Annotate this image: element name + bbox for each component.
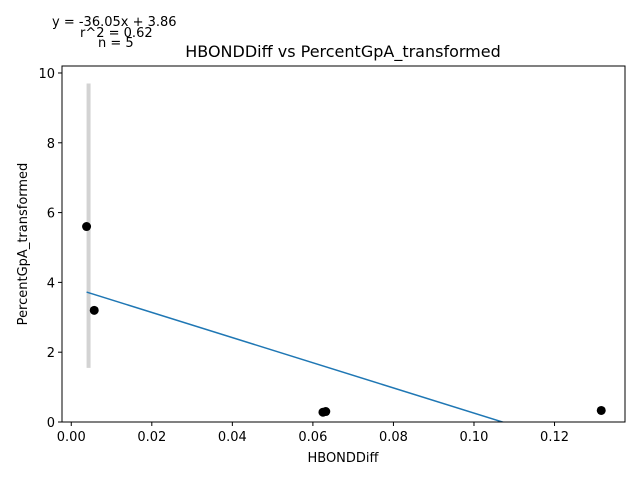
x-tick-label: 0.06	[298, 430, 327, 445]
plot-area	[82, 83, 606, 422]
x-tick-label: 0.10	[460, 430, 489, 445]
x-tick-label: 0.04	[218, 430, 247, 445]
y-tick-label: 10	[38, 67, 55, 82]
x-tick-label: 0.08	[379, 430, 408, 445]
y-tick-label: 2	[47, 346, 55, 361]
data-point-5	[596, 405, 606, 415]
equation-annotation: y = -36.05x + 3.86	[52, 15, 177, 30]
regression-line	[86, 291, 505, 422]
y-tick-label: 4	[47, 276, 55, 291]
r-squared-annotation: r^2 = 0.62	[80, 26, 153, 41]
data-point-2	[89, 305, 99, 315]
y-axis-label: PercentGpA_transformed	[16, 163, 31, 326]
y-tick-label: 6	[47, 207, 55, 222]
plot-frame	[61, 65, 626, 423]
y-axis: 0 2 4 6 8 10	[38, 67, 62, 431]
data-point-1	[82, 222, 92, 232]
x-axis-label: HBONDDiff	[307, 451, 379, 466]
y-tick-label: 0	[47, 416, 55, 431]
data-point-4	[321, 407, 331, 417]
n-annotation: n = 5	[98, 36, 134, 51]
y-tick-label: 8	[47, 137, 55, 152]
x-tick-label: 0.02	[137, 430, 166, 445]
x-tick-label: 0.12	[540, 430, 569, 445]
x-tick-label: 0.00	[57, 430, 86, 445]
x-axis: 0.00 0.02 0.04 0.06 0.08 0.10 0.12	[57, 422, 569, 445]
chart-title: HBONDDiff vs PercentGpA_transformed	[185, 42, 501, 62]
